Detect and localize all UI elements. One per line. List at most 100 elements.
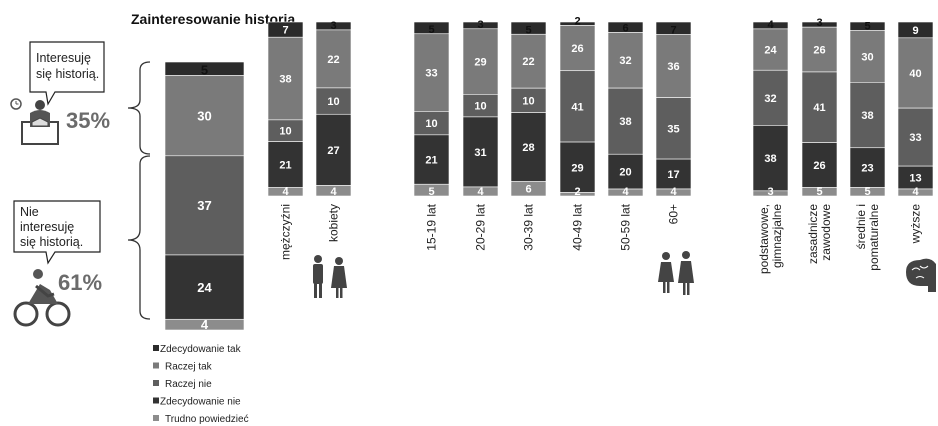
bar-gender-0-label-4: 4 — [282, 186, 289, 198]
age-group-people-icon — [658, 251, 694, 295]
category-label-age-5: 60+ — [667, 204, 681, 224]
pct-interested: 35% — [66, 108, 110, 133]
bar-age-5: 7 36 35 17 4 — [655, 21, 692, 198]
category-label-education-0-line0: podstawowe, — [757, 204, 771, 274]
bar-age-3-label-4: 2 — [574, 186, 580, 198]
bar-age-4-segment-4 — [607, 188, 644, 197]
category-label-education-1-line1: zawodowe — [819, 204, 833, 261]
bar-age-3-segment-2 — [559, 70, 596, 143]
bar-age-1-label-0: 3 — [477, 19, 483, 31]
bar-education-3-segment-1 — [897, 37, 934, 109]
bar-age-3-label-1: 26 — [571, 43, 583, 55]
bar-age-1-segment-1 — [462, 28, 499, 95]
bar-education-0-label-0: 4 — [767, 19, 774, 31]
man-woman-icon — [313, 255, 347, 298]
bar-education-2-label-2: 38 — [861, 110, 873, 122]
bar-age-2: 5 22 10 28 6 — [510, 21, 547, 197]
bar-education-2-label-1: 30 — [861, 51, 873, 63]
bar-age-1-label-4: 4 — [477, 186, 484, 198]
bar-age-4-label-0: 6 — [622, 22, 628, 34]
bar-age-5-label-1: 36 — [667, 61, 679, 73]
category-label-age-1: 20-29 lat — [474, 203, 488, 250]
category-labels: mężczyźni kobiety 15-19 lat 20-29 lat 30-39 … — [279, 203, 923, 274]
overall-bar: 5 30 37 24 4 — [164, 61, 245, 332]
bar-gender-1-label-3: 27 — [327, 145, 339, 157]
bar-education-3: 9 40 33 134 — [897, 21, 934, 198]
bar-gender-1-label-0: 3 — [330, 20, 336, 32]
legend: Zdecydowanie tak Raczej tak Raczej nie Zdec… — [153, 344, 249, 425]
bar-age-5-segment-1 — [655, 34, 692, 98]
overall-bar-segment-3 — [164, 254, 245, 320]
overall-bar-label-1: 30 — [197, 108, 211, 123]
category-label-age-3: 40-49 lat — [571, 203, 585, 250]
bar-education-2-label-3: 23 — [861, 163, 873, 175]
overall-bar-segment-4 — [164, 318, 245, 331]
category-label-age-0: 15-19 lat — [425, 203, 439, 250]
bar-age-2-segment-4 — [510, 180, 547, 197]
bar-education-2-segment-1 — [849, 30, 886, 83]
bar-education-3-segment-2 — [897, 107, 934, 167]
bar-gender-1-label-1: 22 — [327, 54, 339, 66]
bar-education-1-label-3: 26 — [813, 160, 825, 172]
legend-swatch-4 — [153, 415, 159, 421]
bar-education-0: 4 24 32 38 3 — [752, 19, 789, 198]
brain-icon — [906, 258, 936, 292]
category-label-age-4: 50-59 lat — [619, 203, 633, 250]
category-label-age-2: 30-39 lat — [522, 203, 536, 250]
category-label-education-0-line1: gimnazjalne — [770, 204, 784, 268]
bar-education-3-label-0: 9 — [912, 25, 918, 37]
bar-education-3-label-3: 13 — [909, 173, 921, 185]
bar-education-0-label-3: 38 — [764, 153, 776, 165]
legend-swatch-3 — [153, 397, 159, 404]
legend-swatch-0 — [153, 345, 159, 351]
bar-education-1-label-0: 3 — [816, 17, 822, 29]
bar-age-0-label-2: 10 — [425, 118, 437, 130]
bar-age-4-segment-3 — [607, 153, 644, 190]
bar-education-3-label-1: 40 — [909, 68, 921, 80]
bar-education-0-label-1: 24 — [764, 45, 777, 57]
bar-gender-0-label-3: 21 — [279, 159, 291, 171]
bubble-not-interested-line3: się historią. — [20, 235, 83, 249]
overall-bar-segment-2 — [164, 155, 245, 256]
bar-education-2: 5 30 38 23 5 — [849, 21, 886, 198]
bar-gender-1-segment-3 — [315, 113, 352, 186]
bar-age-1-label-1: 29 — [474, 57, 486, 69]
group-bars: 7381021432210274533102153291031452210286… — [267, 15, 934, 198]
motorcycle-icon — [13, 269, 71, 327]
bar-age-3-segment-4 — [559, 192, 596, 197]
bar-age-4: 6 32 38 20 4 — [607, 21, 644, 198]
overall-bar-label-3: 24 — [197, 280, 212, 295]
brace-not-interested — [127, 155, 151, 320]
bar-gender-0-segment-4 — [267, 187, 304, 197]
bar-education-0-label-4: 3 — [767, 186, 773, 198]
legend-label-4: Trudno powiedzieć — [165, 414, 249, 425]
bar-education-1-label-1: 26 — [813, 45, 825, 57]
bar-age-3-segment-3 — [559, 141, 596, 193]
bar-education-0-segment-3 — [752, 125, 789, 192]
overall-bar: 5 30 37 24 4 — [164, 61, 245, 332]
bar-age-2-label-0: 5 — [525, 24, 531, 36]
bar-age-5-label-3: 17 — [667, 169, 679, 181]
bar-age-5-label-0: 7 — [670, 24, 676, 36]
bar-age-3-label-3: 29 — [571, 162, 583, 174]
bar-education-1-segment-2 — [801, 71, 838, 143]
legend-label-3: Zdecydowanie nie — [160, 397, 241, 408]
pct-not-interested: 61% — [58, 270, 102, 295]
bar-age-3: 2 26 41 29 2 — [559, 15, 596, 198]
bubble-interested-line2: się historią. — [36, 67, 99, 81]
category-label-education-2-line0: średnie i — [854, 204, 868, 249]
legend-swatch-1 — [153, 362, 159, 369]
bar-age-5-label-4: 4 — [670, 186, 677, 198]
bar-education-2-segment-2 — [849, 81, 886, 149]
legend-swatch-2 — [153, 380, 159, 386]
overall-bar-label-4: 4 — [201, 317, 209, 332]
bar-education-0-label-2: 32 — [764, 93, 776, 105]
brace-interested — [127, 61, 151, 155]
bar-age-4-label-3: 20 — [619, 167, 631, 179]
category-label-education-2-line1: pomaturalne — [867, 204, 881, 271]
overall-bar-label-0: 5 — [201, 62, 208, 77]
bar-gender-0-label-0: 7 — [282, 25, 288, 37]
category-label-education-1-line0: zasadnicze — [806, 204, 820, 264]
bubble-interested-line1: Interesuję — [36, 51, 91, 65]
reading-person-icon — [10, 98, 59, 145]
